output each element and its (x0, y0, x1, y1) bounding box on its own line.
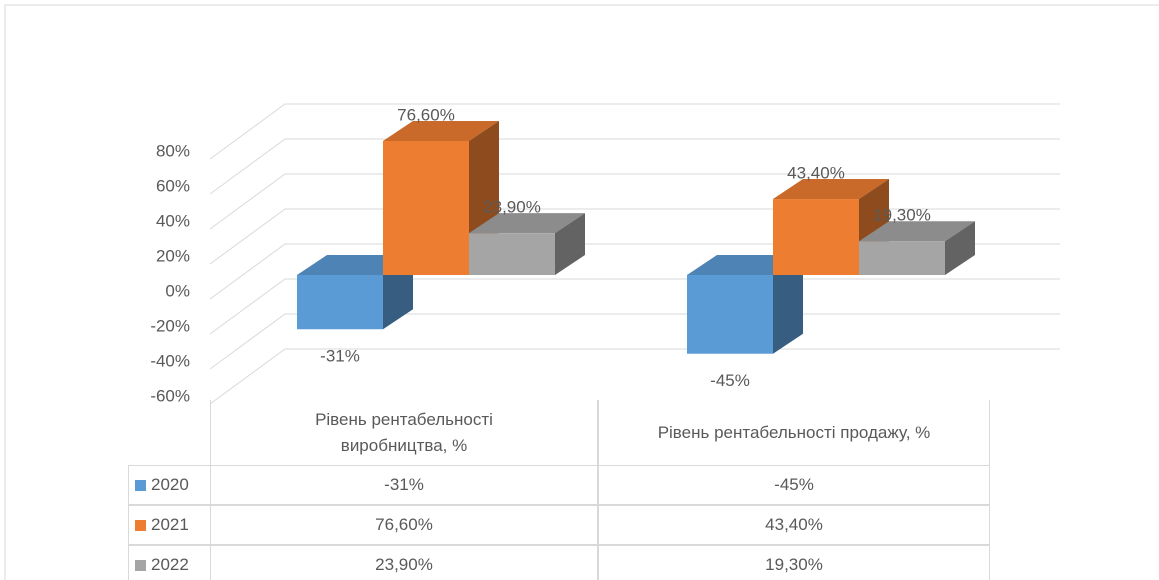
bar-top (469, 213, 585, 234)
bar-side (773, 255, 803, 354)
table-cell: 76,60% (210, 505, 598, 545)
cell-text: Рівень рентабельності виробництва, % (315, 409, 493, 455)
table-cell: 23,90% (210, 545, 598, 580)
legend-cell: 2020 (128, 465, 211, 505)
y-tick-label: -20% (150, 316, 190, 335)
legend-cell: 2021 (128, 505, 211, 545)
bar-top (773, 179, 889, 200)
y-tick-label: 40% (156, 211, 190, 230)
legend-swatch (135, 559, 146, 571)
category-header: Рівень рентабельності виробництва, % (210, 400, 598, 466)
category-header: Рівень рентабельності продажу, % (598, 400, 990, 466)
bar-front (297, 275, 383, 330)
bar-front (773, 199, 859, 275)
legend-cell: 2022 (128, 545, 211, 580)
bar-top (383, 120, 499, 141)
legend-label: 2021 (151, 515, 189, 534)
legend-swatch (135, 479, 146, 491)
legend-swatch (135, 519, 146, 531)
frame (4, 4, 1159, 580)
cell-text: 23,90% (375, 555, 433, 574)
bar-side (945, 221, 975, 275)
cell-text: -45% (774, 475, 814, 494)
legend-label: 2020 (151, 475, 189, 494)
cell-text: 76,60% (375, 515, 433, 534)
grid-line (209, 103, 1060, 160)
data-label: 19,30% (873, 206, 931, 225)
grid-line (209, 138, 1060, 195)
bar-side (555, 213, 585, 275)
table-cell: -31% (210, 465, 598, 505)
bar-front (859, 241, 945, 275)
cell-text: -31% (384, 475, 424, 494)
y-tick-label: 20% (156, 246, 190, 265)
data-label: 76,60% (397, 105, 455, 124)
table-cell: 43,40% (598, 505, 990, 545)
y-tick-label: 80% (156, 141, 190, 160)
bar-front (687, 275, 773, 354)
y-tick-label: -40% (150, 351, 190, 370)
bar-front (469, 233, 555, 275)
table-cell: 19,30% (598, 545, 990, 580)
data-label: 23,90% (483, 198, 541, 217)
cell-text: Рівень рентабельності продажу, % (657, 422, 931, 442)
legend-label: 2022 (151, 555, 189, 574)
bar (859, 221, 975, 275)
cell-text: 43,40% (765, 515, 823, 534)
grid-line (209, 173, 1060, 230)
bar-front (383, 140, 469, 275)
y-tick-label: 0% (165, 281, 190, 300)
data-label: 43,40% (787, 164, 845, 183)
bar (687, 255, 803, 354)
data-label: -45% (710, 371, 750, 390)
bar-top (859, 221, 975, 242)
bar (469, 213, 585, 275)
table-cell: -45% (598, 465, 990, 505)
data-label: -31% (320, 347, 360, 366)
cell-text: 19,30% (765, 555, 823, 574)
y-tick-label: 60% (156, 176, 190, 195)
y-tick-label: -60% (150, 386, 190, 405)
grid-line (209, 348, 1060, 405)
